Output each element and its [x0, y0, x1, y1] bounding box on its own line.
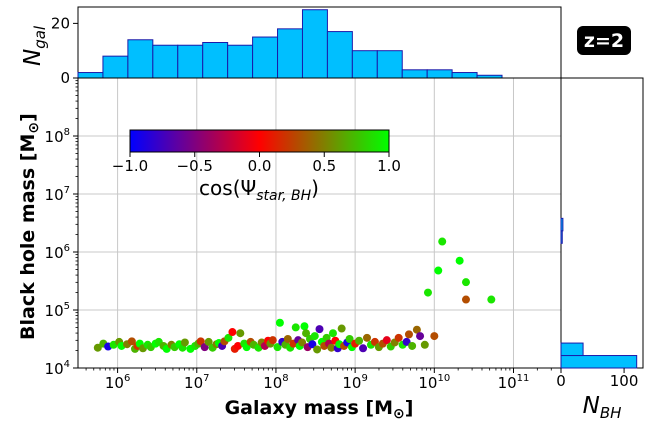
top-histogram-bar: [426, 69, 453, 79]
x-tick-label: 106: [105, 373, 130, 392]
right-histogram-frame: [560, 77, 644, 369]
redshift-badge-label: z=2: [584, 30, 624, 52]
scatter-point: [420, 340, 429, 349]
top-histogram-bar: [227, 44, 254, 79]
colorbar-gradient: [129, 129, 390, 153]
scatter-point: [430, 332, 439, 341]
top-histogram-bar: [451, 72, 478, 79]
scatter-point: [438, 237, 447, 246]
scatter-point: [423, 288, 432, 297]
scatter-point: [275, 318, 284, 327]
scatter-point: [327, 343, 336, 352]
right-histogram-xlabel: NBH: [583, 393, 622, 422]
colorbar-tick-label: −1.0: [112, 157, 148, 175]
top-histogram-bar: [277, 28, 303, 79]
scatter-point: [382, 336, 391, 345]
scatter-point: [461, 295, 470, 304]
x-tick-label: 108: [263, 373, 288, 392]
scatter-frame-bg: [78, 78, 561, 368]
colorbar-tick-label: 0.0: [248, 157, 272, 175]
right-histogram-bar: [560, 355, 638, 369]
scatter-point: [204, 337, 213, 346]
y-tick-label: 108: [45, 127, 70, 146]
scatter-point: [455, 256, 464, 265]
y-tick-label: 104: [45, 359, 70, 378]
scatter-point: [268, 336, 277, 345]
redshift-badge-bg: [577, 26, 631, 55]
top-histogram-bar: [326, 31, 353, 79]
scatter-point: [93, 343, 102, 352]
top-histogram-bar: [152, 44, 179, 79]
colorbar-tick-label: 0.5: [312, 157, 336, 175]
top-histogram-ylabel: Ngal: [20, 25, 49, 66]
scatter-point: [196, 337, 205, 346]
scatter-point: [337, 324, 346, 333]
y-tick-label: 107: [45, 185, 70, 204]
scatter-point: [412, 325, 421, 334]
redshift-badge: z=2: [577, 26, 631, 55]
scatter-point: [310, 332, 319, 341]
scatter-point: [236, 329, 245, 338]
scatter-point: [363, 333, 372, 342]
colorbar-label: cos(Ψstar, BH): [199, 176, 319, 204]
y-tick-label: 105: [45, 301, 70, 320]
scatter-point: [308, 340, 317, 349]
top-histogram-tick-label: 20: [51, 14, 70, 32]
scatter-point: [291, 323, 300, 332]
scatter-point: [408, 341, 417, 350]
top-histogram-bar: [77, 72, 104, 79]
top-histogram-bar: [351, 50, 378, 79]
top-histogram-tick-label: 0: [60, 69, 70, 87]
right-histogram-tick-label: 100: [610, 372, 639, 390]
scatter-point: [283, 335, 292, 343]
right-histogram-tick-label: 0: [556, 372, 566, 390]
scatter-point: [127, 337, 136, 346]
scatter-point: [224, 333, 233, 342]
scatter-point: [402, 337, 411, 346]
y-axis-label: Black hole mass [M⊙]: [17, 113, 42, 340]
colorbar-tick-label: 1.0: [377, 157, 401, 175]
top-histogram-bar: [401, 69, 428, 79]
right-histogram-bar: [560, 342, 584, 357]
top-histogram-bar: [202, 42, 229, 79]
x-tick-label: 1011: [498, 373, 530, 392]
colorbar: −1.0 −0.5 0.0 0.5 1.0 cos(Ψstar, BH): [112, 129, 401, 204]
x-axis-label: Galaxy mass [M⊙]: [225, 397, 414, 422]
scatter-point: [404, 330, 413, 339]
top-histogram-bar: [252, 36, 279, 79]
scatter-point: [487, 295, 496, 304]
scatter-point: [434, 266, 443, 275]
scatter-point: [345, 335, 354, 343]
top-histogram-bar: [127, 39, 154, 79]
x-tick-label: 109: [342, 373, 367, 392]
scatter-point: [394, 333, 403, 342]
scatter-point: [355, 336, 364, 345]
right-histogram: 0 100 NBH: [556, 77, 644, 422]
scatter-point: [359, 344, 368, 353]
scatter-point: [180, 338, 189, 347]
right-histogram-bar: [560, 230, 563, 244]
x-tick-label: 107: [184, 373, 209, 392]
y-tick-label: 106: [45, 243, 70, 262]
top-histogram-bar: [301, 9, 328, 79]
right-histogram-bar: [560, 217, 564, 232]
scatter-point: [273, 343, 282, 352]
scatter-point: [300, 322, 309, 331]
top-histogram: 0 20 Ngal: [20, 6, 562, 87]
scatter-point: [228, 328, 237, 337]
scatter-point: [416, 332, 425, 341]
top-histogram-bar: [102, 55, 129, 79]
scatter-point: [461, 278, 470, 287]
colorbar-tick-label: −0.5: [177, 157, 213, 175]
top-histogram-bar: [376, 50, 403, 79]
scatter-point: [315, 325, 324, 334]
scatter-point: [302, 329, 311, 338]
x-tick-label: 1010: [418, 373, 450, 392]
top-histogram-bar: [177, 44, 204, 79]
scatter-point: [298, 338, 307, 347]
scatter-point: [313, 345, 322, 354]
scatter-point: [328, 329, 337, 338]
scatter-point: [233, 341, 242, 350]
